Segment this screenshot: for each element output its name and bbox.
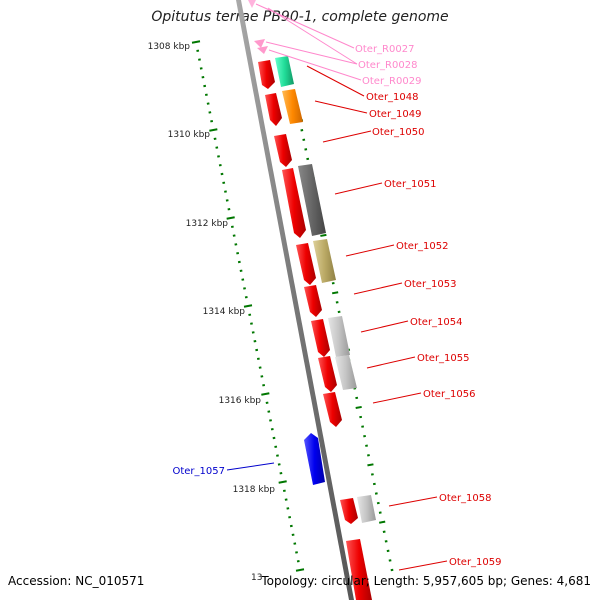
cds-oter-1052: [296, 243, 316, 285]
leader-1050: [322, 130, 372, 143]
leader-r0027: [255, 3, 355, 49]
outer-ring-dot: [379, 520, 386, 524]
inner-dotted-ring: [196, 49, 300, 563]
category-box-1048: [275, 56, 294, 87]
cds-oter-1057: [304, 433, 325, 485]
map-title: Opitutus terrae PB90-1, complete genome: [151, 9, 449, 25]
gene-label-1054: Oter_1054: [410, 317, 463, 328]
category-box-1055: [335, 355, 357, 390]
cds-oter-1059: [346, 539, 372, 600]
rna-gene-r0029: [257, 46, 268, 54]
gene-label-1048: Oter_1048: [366, 92, 419, 103]
leader-1051: [334, 182, 383, 195]
scale-ticks: [191, 40, 305, 572]
cds-oter-1054: [311, 319, 330, 357]
category-box-1052: [313, 239, 336, 283]
cds-oter-1049: [265, 93, 282, 126]
outer-ring-dot: [320, 233, 327, 237]
cds-oter-1051: [282, 168, 306, 238]
cds-oter-1053: [304, 285, 322, 317]
scale-labels: 1308 kbp 1310 kbp 1312 kbp 1314 kbp 1316…: [148, 42, 276, 583]
rna-gene-r0028: [254, 39, 265, 48]
gene-features: [248, 0, 376, 600]
category-box-1049: [282, 89, 303, 124]
gene-label-1051: Oter_1051: [384, 179, 437, 190]
leader-lines: [226, 3, 448, 571]
category-box-1054: [328, 316, 350, 357]
leader-1052: [345, 244, 395, 257]
scale-label-1308: 1308 kbp: [148, 42, 191, 52]
cds-oter-1056: [323, 392, 342, 427]
major-tick: [243, 304, 253, 308]
scale-label-1316: 1316 kbp: [219, 396, 262, 406]
leader-1048: [306, 65, 365, 97]
rna-gene-r0027: [248, 0, 256, 8]
major-tick: [295, 568, 305, 572]
gene-label-1057: Oter_1057: [172, 466, 225, 477]
gene-label-1055: Oter_1055: [417, 353, 470, 364]
major-tick: [261, 392, 270, 396]
leader-1053: [353, 282, 403, 295]
gene-label-1052: Oter_1052: [396, 241, 449, 252]
major-tick: [191, 40, 201, 44]
leader-1058: [388, 496, 438, 507]
leader-1059: [398, 560, 448, 571]
gene-label-r0029: Oter_R0029: [362, 76, 421, 87]
category-box-1058: [357, 495, 376, 523]
gene-label-1049: Oter_1049: [369, 109, 422, 120]
major-tick: [209, 128, 218, 132]
major-tick: [226, 216, 235, 220]
outer-ring-dot: [367, 463, 374, 467]
scale-label-1318: 1318 kbp: [233, 485, 276, 495]
leader-r0027b: [267, 7, 358, 65]
accession-text: Accession: NC_010571: [8, 574, 145, 588]
cds-oter-1055: [318, 356, 337, 392]
gene-label-1058: Oter_1058: [439, 493, 492, 504]
gene-label-1059: Oter_1059: [449, 557, 502, 568]
gene-label-r0027: Oter_R0027: [355, 44, 414, 55]
gene-label-1056: Oter_1056: [423, 389, 476, 400]
cds-oter-1058: [340, 498, 358, 524]
gene-labels: Oter_R0027 Oter_R0028 Oter_R0029 Oter_10…: [172, 44, 501, 568]
cds-oter-1050: [274, 134, 292, 167]
leader-1055: [366, 356, 416, 369]
leader-1054: [360, 320, 409, 333]
scale-label-1314: 1314 kbp: [203, 307, 246, 317]
leader-1049: [314, 100, 368, 114]
leader-r0028: [265, 41, 358, 65]
cds-oter-1048: [258, 60, 275, 89]
category-box-1051: [298, 164, 326, 236]
leader-r0029: [268, 49, 362, 81]
scale-label-1312: 1312 kbp: [186, 219, 229, 229]
leader-1057: [226, 462, 275, 471]
scale-label-partial: 13: [251, 573, 262, 583]
major-tick: [278, 480, 287, 484]
leader-1056: [372, 392, 422, 404]
outer-ring-dot: [331, 291, 339, 295]
outer-ring-dot: [355, 405, 362, 410]
genome-backbone: [236, 0, 354, 600]
gene-label-1053: Oter_1053: [404, 279, 457, 290]
topology-text: Topology: circular; Length: 5,957,605 bp…: [261, 574, 591, 588]
scale-label-1310: 1310 kbp: [168, 130, 211, 140]
gene-label-r0028: Oter_R0028: [358, 60, 417, 71]
gene-label-1050: Oter_1050: [372, 127, 425, 138]
